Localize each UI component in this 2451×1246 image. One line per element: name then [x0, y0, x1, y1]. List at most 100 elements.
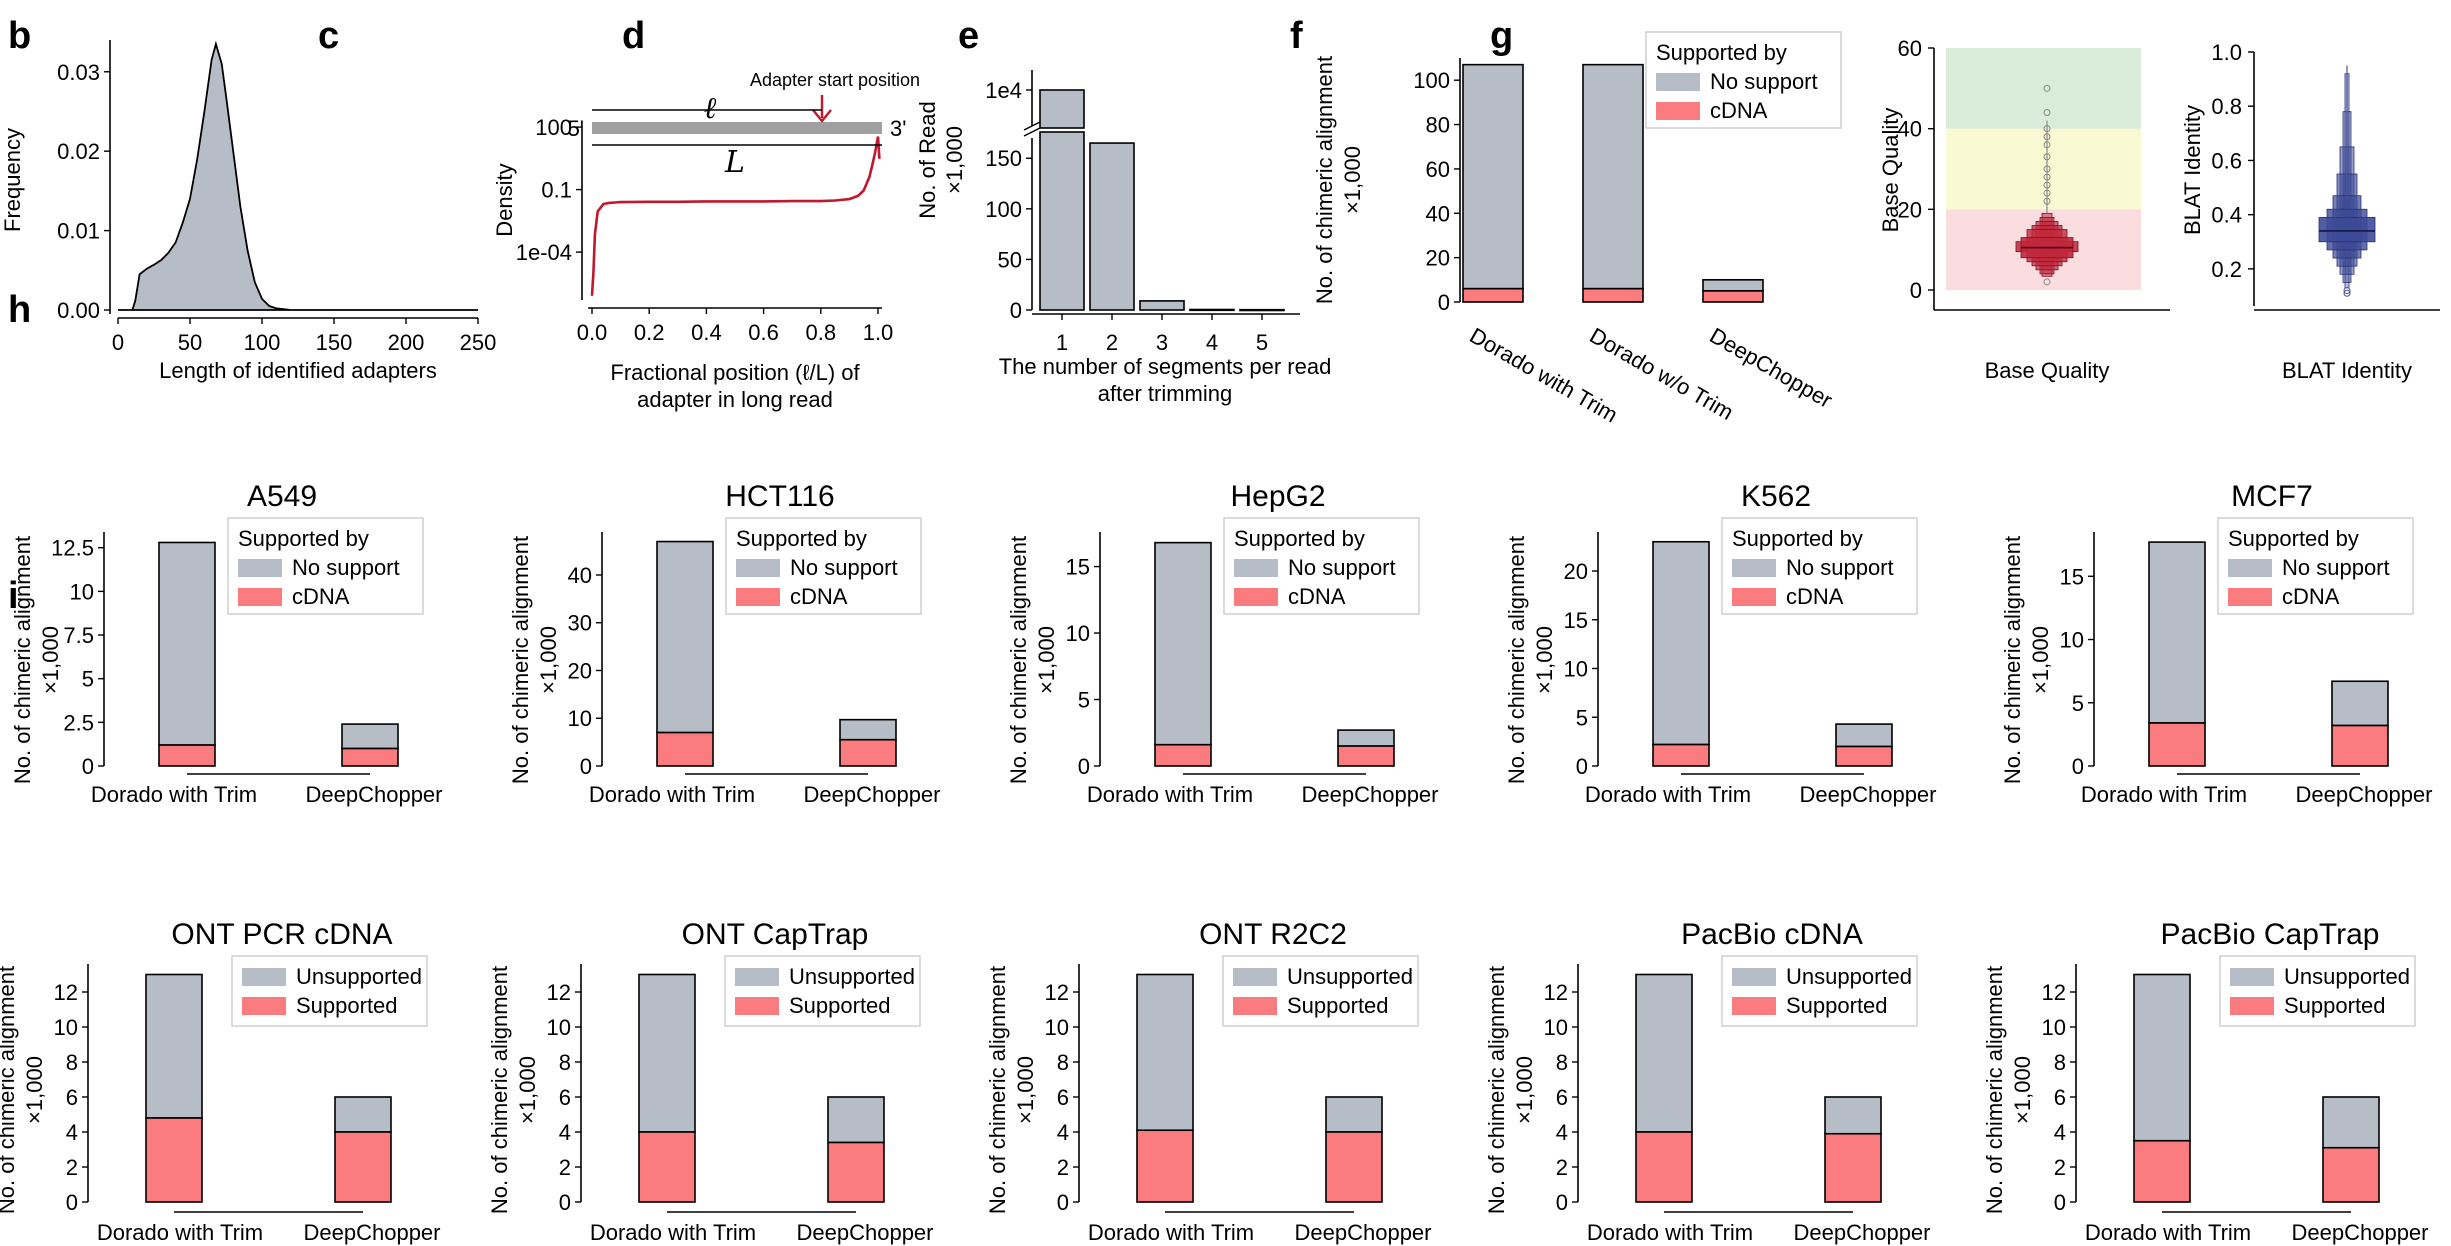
- b-x-tick-label: 50: [178, 330, 202, 355]
- h_K562-y-tick-label: 5: [1576, 705, 1588, 730]
- i_ONT_CapTrap-y-tick-label: 0: [559, 1190, 571, 1215]
- adapter-start-annotation: Adapter start position: [750, 70, 920, 90]
- i_PacBio_cDNA-legend-label: Unsupported: [1786, 964, 1912, 989]
- bar-no-support: [1154, 541, 1212, 746]
- i_PacBio_cDNA-category-label: DeepChopper: [1794, 1220, 1931, 1245]
- i_ONT_R2C2-category-label: Dorado with Trim: [1088, 1220, 1254, 1245]
- bar-cdna: [1652, 743, 1710, 767]
- g-y-tick-label: 0.4: [2211, 203, 2242, 228]
- bar-supported: [145, 1117, 203, 1203]
- h_HCT116-y-tick-label: 0: [580, 754, 592, 779]
- b-y-tick-label: 0.03: [57, 60, 100, 85]
- i_PacBio_cDNA-y-tick-label: 4: [1556, 1120, 1568, 1145]
- i_ONT_PCR_cDNA-y-axis-label: ×1,000: [22, 1056, 47, 1124]
- i_ONT_CapTrap-legend-label: Supported: [789, 993, 891, 1018]
- i_ONT_CapTrap-y-tick-label: 10: [547, 1015, 571, 1040]
- d-x-tick-label: 3: [1156, 330, 1168, 355]
- e-legend-title: Supported by: [1656, 40, 1787, 65]
- h_HCT116-legend-swatch-gray: [736, 559, 780, 577]
- panel-label-g: g: [1490, 15, 1513, 57]
- b-x-axis-label: Length of identified adapters: [159, 358, 437, 383]
- e-legend-swatch-gray: [1656, 73, 1700, 91]
- h_HepG2-y-axis-label: No. of chimeric alignment: [1006, 536, 1031, 784]
- bar-cdna: [839, 738, 897, 767]
- i_ONT_R2C2-y-tick-label: 10: [1045, 1015, 1069, 1040]
- h_HCT116-title: HCT116: [725, 480, 834, 513]
- h_MCF7-legend-label: cDNA: [2282, 584, 2340, 609]
- h_HCT116-category-label: Dorado with Trim: [589, 782, 755, 807]
- e-y-tick-label: 80: [1426, 113, 1450, 138]
- h_K562-y-tick-label: 15: [1564, 608, 1588, 633]
- bar-no-support: [1337, 729, 1395, 747]
- h_HCT116-category-label: DeepChopper: [804, 782, 941, 807]
- h_HCT116-legend-swatch-red: [736, 588, 780, 606]
- bar-supported: [1325, 1131, 1383, 1203]
- h_A549-title: A549: [247, 480, 317, 513]
- bar-unsupported: [1824, 1096, 1882, 1135]
- bar-unsupported: [2322, 1096, 2380, 1149]
- i_ONT_PCR_cDNA-y-axis-label: No. of chimeric alignment: [0, 966, 19, 1214]
- h_K562-y-axis-label: No. of chimeric alignment: [1504, 536, 1529, 784]
- bar-supported: [638, 1131, 696, 1203]
- h_A549-y-tick-label: 0: [82, 754, 94, 779]
- i_PacBio_cDNA-y-tick-label: 0: [1556, 1190, 1568, 1215]
- i_ONT_CapTrap-category-label: DeepChopper: [797, 1220, 934, 1245]
- e-y-tick-label: 60: [1426, 157, 1450, 182]
- h_A549-y-tick-label: 12.5: [51, 536, 94, 561]
- h_A549-y-tick-label: 5: [82, 667, 94, 692]
- bar-supported: [1136, 1129, 1194, 1203]
- h_HepG2-category-label: Dorado with Trim: [1087, 782, 1253, 807]
- h_K562-legend-swatch-gray: [1732, 559, 1776, 577]
- long-read-bar: [592, 122, 882, 134]
- b-y-tick-label: 0.00: [57, 298, 100, 323]
- h_MCF7-legend-label: No support: [2282, 555, 2390, 580]
- h_HepG2-legend-label: No support: [1288, 555, 1396, 580]
- c-x-tick-label: 0.0: [577, 320, 608, 345]
- i_ONT_R2C2-y-tick-label: 4: [1057, 1120, 1069, 1145]
- f-y-tick-label: 20: [1898, 197, 1922, 222]
- h_K562-legend-label: No support: [1786, 555, 1894, 580]
- i_ONT_R2C2-title: ONT R2C2: [1199, 918, 1347, 951]
- bar-no-support: [1582, 63, 1644, 290]
- h_A549-legend-label: No support: [292, 555, 400, 580]
- h_HepG2-y-tick-label: 10: [1066, 621, 1090, 646]
- i_ONT_R2C2-legend-label: Unsupported: [1287, 964, 1413, 989]
- bar-cdna: [341, 747, 399, 767]
- i_ONT_R2C2-legend-swatch-gray: [1233, 968, 1277, 986]
- c-x-tick-label: 0.6: [748, 320, 779, 345]
- bar-unsupported: [1136, 973, 1194, 1132]
- h_A549-legend-title: Supported by: [238, 526, 369, 551]
- i_ONT_PCR_cDNA-category-label: DeepChopper: [304, 1220, 441, 1245]
- c-x-tick-label: 1.0: [863, 320, 894, 345]
- i_ONT_R2C2-y-tick-label: 2: [1057, 1155, 1069, 1180]
- e-y-tick-label: 0: [1438, 290, 1450, 315]
- bar-no-support: [2148, 541, 2206, 724]
- i_ONT_CapTrap-y-axis-label: No. of chimeric alignment: [487, 966, 512, 1214]
- i_PacBio_CapTrap-category-label: Dorado with Trim: [2085, 1220, 2251, 1245]
- bar-cdna: [1702, 290, 1764, 303]
- bar-cdna: [1337, 745, 1395, 767]
- adapter-position-density-line: [590, 136, 881, 296]
- h_HepG2-title: HepG2: [1230, 480, 1325, 513]
- bar-cdna: [158, 744, 216, 767]
- ell-label: ℓ: [704, 91, 717, 126]
- i_ONT_PCR_cDNA-legend-swatch-gray: [242, 968, 286, 986]
- h_MCF7-legend-swatch-red: [2228, 588, 2272, 606]
- base-quality-outlier: [2043, 84, 2051, 92]
- i_ONT_CapTrap-legend-swatch-gray: [735, 968, 779, 986]
- g-y-tick-label: 0.2: [2211, 257, 2242, 282]
- i_PacBio_CapTrap-legend-label: Unsupported: [2284, 964, 2410, 989]
- b-x-tick-label: 200: [388, 330, 425, 355]
- h_A549-y-axis-label: ×1,000: [38, 626, 63, 694]
- bar-cdna: [1835, 745, 1893, 767]
- h_A549-y-tick-label: 10: [70, 579, 94, 604]
- h_HCT116-y-axis-label: No. of chimeric alignment: [508, 536, 533, 784]
- h_HepG2-y-tick-label: 5: [1078, 688, 1090, 713]
- i_ONT_R2C2-legend-label: Supported: [1287, 993, 1389, 1018]
- b-y-tick-label: 0.01: [57, 219, 100, 244]
- bar-supported: [1824, 1132, 1882, 1203]
- i_ONT_PCR_cDNA-y-tick-label: 0: [66, 1190, 78, 1215]
- i_ONT_CapTrap-legend-swatch-red: [735, 997, 779, 1015]
- e-legend-label: cDNA: [1710, 98, 1768, 123]
- e-y-tick-label: 20: [1426, 246, 1450, 271]
